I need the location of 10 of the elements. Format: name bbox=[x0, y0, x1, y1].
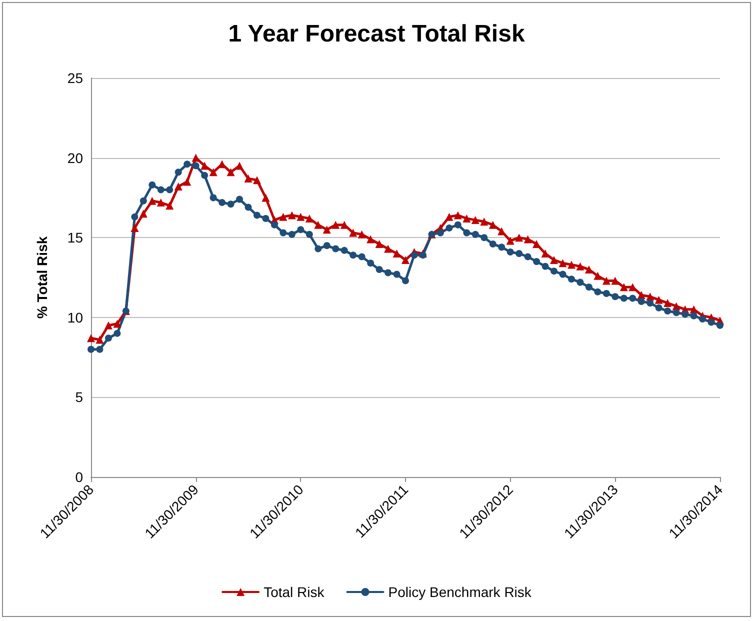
legend-label: Policy Benchmark Risk bbox=[388, 584, 532, 600]
y-tick-label: 5 bbox=[75, 389, 84, 406]
y-tick-label: 0 bbox=[75, 469, 84, 485]
chart-title: 1 Year Forecast Total Risk bbox=[228, 20, 526, 48]
y-tick-label: 15 bbox=[67, 230, 84, 246]
y-tick-label: 10 bbox=[67, 309, 84, 326]
y-tick-label: 25 bbox=[67, 70, 84, 86]
y-tick-label: 20 bbox=[67, 150, 84, 166]
y-axis-title: % Total Risk bbox=[34, 236, 50, 319]
legend-label: Total Risk bbox=[264, 584, 326, 600]
